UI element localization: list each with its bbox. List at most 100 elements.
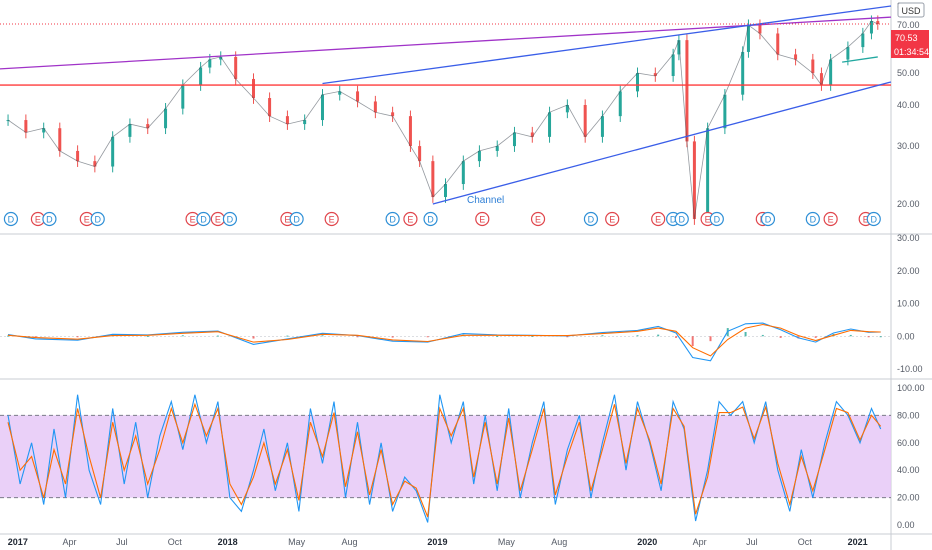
stoch-tick-label: 60.00	[897, 438, 920, 448]
macd-histogram-bar	[7, 335, 10, 337]
candle-body	[408, 116, 412, 147]
candle-body	[338, 91, 342, 95]
candle-body	[24, 120, 28, 133]
dividend-marker[interactable]: D	[674, 211, 689, 227]
macd-tick-label: -10.00	[897, 364, 923, 374]
candle-body	[811, 59, 815, 74]
earnings-marker[interactable]: E	[403, 211, 418, 227]
event-label: E	[479, 215, 485, 225]
macd-tick-label: 10.00	[897, 299, 920, 309]
candle-body	[706, 128, 710, 220]
macd-tick-label: 30.00	[897, 233, 920, 243]
event-label: E	[35, 215, 41, 225]
dividend-marker-circle	[866, 211, 881, 227]
time-tick-label: Jul	[116, 537, 128, 547]
earnings-marker[interactable]: E	[475, 211, 490, 227]
macd-histogram-bar	[252, 336, 255, 339]
earnings-marker[interactable]: E	[79, 211, 94, 227]
stoch-tick-label: 80.00	[897, 410, 920, 420]
candle-body	[677, 40, 681, 55]
dividend-marker[interactable]: D	[423, 211, 438, 227]
macd-histogram-bar	[601, 335, 604, 337]
candle-body	[530, 132, 534, 137]
candle-body	[58, 128, 62, 151]
dividend-marker-circle	[42, 211, 57, 227]
macd-tick-label: 0.00	[897, 331, 915, 341]
dividend-marker[interactable]: D	[385, 211, 400, 227]
candle-body	[819, 73, 823, 86]
candle-body	[685, 40, 689, 142]
event-label: D	[714, 215, 721, 225]
dividend-marker[interactable]: D	[760, 211, 776, 227]
time-tick-label: Jul	[746, 537, 758, 547]
earnings-marker[interactable]: E	[530, 211, 546, 227]
earnings-marker-circle	[324, 211, 339, 227]
time-tick-label: 2021	[848, 537, 868, 547]
macd-histogram-bar	[779, 336, 782, 338]
candle-body	[653, 73, 657, 77]
dividend-marker[interactable]: D	[222, 211, 238, 227]
candle-body	[268, 98, 272, 117]
macd-panel[interactable]	[0, 322, 891, 362]
dividend-marker[interactable]: D	[3, 211, 19, 227]
dividend-marker[interactable]: D	[42, 211, 57, 227]
event-label: E	[215, 215, 221, 225]
dividend-marker[interactable]: D	[90, 211, 105, 227]
candle-body	[741, 51, 745, 95]
earnings-marker[interactable]: E	[210, 211, 225, 227]
stoch-series-line	[7, 402, 882, 518]
dividend-marker-circle	[222, 211, 238, 227]
macd-histogram-bar	[675, 336, 678, 338]
macd-histogram-bar	[849, 334, 852, 337]
dividend-marker[interactable]: D	[583, 211, 599, 227]
dividend-marker-circle	[674, 211, 689, 227]
currency-badge[interactable]: USD	[897, 2, 925, 18]
dividend-marker[interactable]: D	[866, 211, 881, 227]
event-label: D	[94, 215, 101, 225]
candle-body	[320, 94, 324, 121]
macd-histogram-bar	[691, 336, 694, 347]
macd-series-line	[7, 322, 881, 362]
dividend-marker[interactable]: D	[289, 211, 304, 227]
earnings-marker-circle	[530, 211, 546, 227]
candle-body	[477, 150, 481, 162]
earnings-marker[interactable]: E	[651, 211, 666, 227]
candle-body	[600, 116, 604, 137]
dividend-marker[interactable]: D	[805, 211, 820, 227]
candle-body	[671, 54, 675, 77]
candle-body	[548, 112, 552, 137]
stoch-tick-label: 20.00	[897, 493, 920, 503]
stochastic-panel[interactable]	[0, 394, 891, 523]
time-tick-label: Apr	[63, 537, 77, 547]
event-label: D	[293, 215, 300, 225]
event-label: E	[190, 215, 196, 225]
trend-line	[432, 81, 892, 205]
macd-histogram-bar	[657, 334, 660, 337]
event-label: D	[871, 215, 878, 225]
macd-histogram-bar	[566, 336, 569, 338]
stoch-tick-label: 0.00	[897, 520, 915, 530]
candle-body	[565, 105, 569, 113]
countdown-label: 01:34:54	[894, 47, 929, 57]
candle-body	[219, 56, 223, 60]
dividend-marker[interactable]: D	[709, 211, 724, 227]
dividend-marker-circle	[289, 211, 304, 227]
candle-body	[164, 108, 168, 129]
macd-histogram-bar	[761, 334, 764, 337]
candle-body	[692, 141, 696, 220]
macd-histogram-bar	[636, 335, 639, 337]
earnings-marker[interactable]: E	[324, 211, 339, 227]
candle-body	[234, 56, 238, 79]
earnings-marker-circle	[403, 211, 418, 227]
price-tick-label: 70.00	[897, 20, 920, 30]
candle-body	[746, 25, 750, 52]
candle-body	[181, 85, 185, 109]
event-label: E	[863, 215, 869, 225]
price-panel[interactable]: DEDEDEDEDEDEDEDEEDEEDDEDEDDEED	[0, 5, 892, 227]
dividend-marker[interactable]: D	[196, 211, 211, 227]
earnings-marker[interactable]: E	[605, 211, 620, 227]
event-label: D	[679, 215, 686, 225]
earnings-marker[interactable]: E	[823, 211, 838, 227]
